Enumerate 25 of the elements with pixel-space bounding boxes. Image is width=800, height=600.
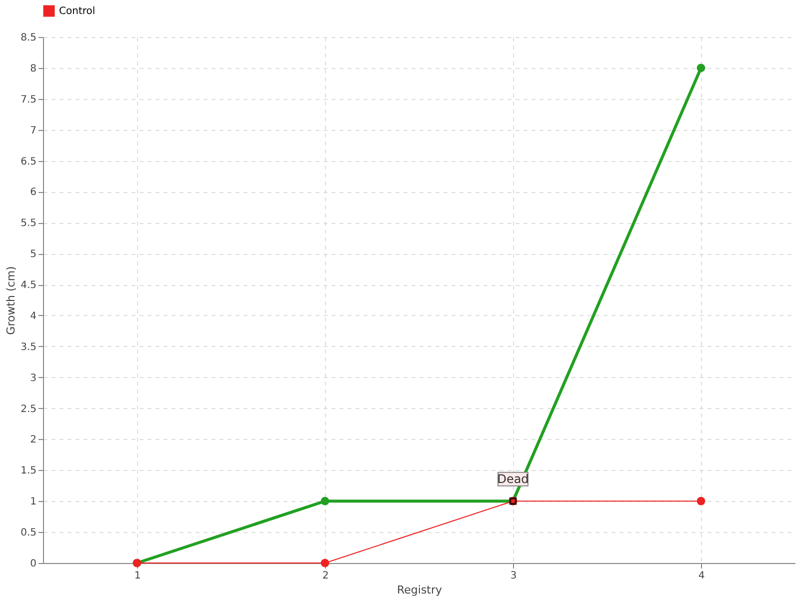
x-tick-label: 3 [510,570,517,582]
y-tick-label: 6.5 [20,156,36,168]
x-tick-label: 2 [322,570,329,582]
y-tick-label: 3 [30,372,36,384]
x-axis-title: Registry [396,584,443,596]
y-axis-title: Growth (cm) [4,266,18,335]
y-tick-label: 1.5 [20,466,36,477]
y-tick-label: 3.5 [20,342,36,353]
y-tick-label: 6 [30,187,36,198]
x-tick-label: 4 [698,570,705,582]
y-tick-label: 4 [30,310,36,322]
y-tick-label: 2 [30,434,36,446]
y-tick-label: 1 [30,496,36,508]
y-tick-label: 8 [30,63,36,74]
x-tick-label: 1 [134,570,141,582]
y-tick-label: 4.5 [20,280,36,292]
legend-label: Control [59,6,96,17]
y-tick-label: 7.5 [20,94,36,106]
y-tick-label: 5.5 [20,218,36,230]
y-tick-label: 5 [30,249,36,260]
y-tick-label: 0 [30,558,36,570]
y-tick-label: 2.5 [20,404,36,415]
y-tick-label: 0.5 [20,528,36,539]
y-tick-label: 7 [30,125,36,136]
y-tick-label: 8.5 [20,32,36,44]
